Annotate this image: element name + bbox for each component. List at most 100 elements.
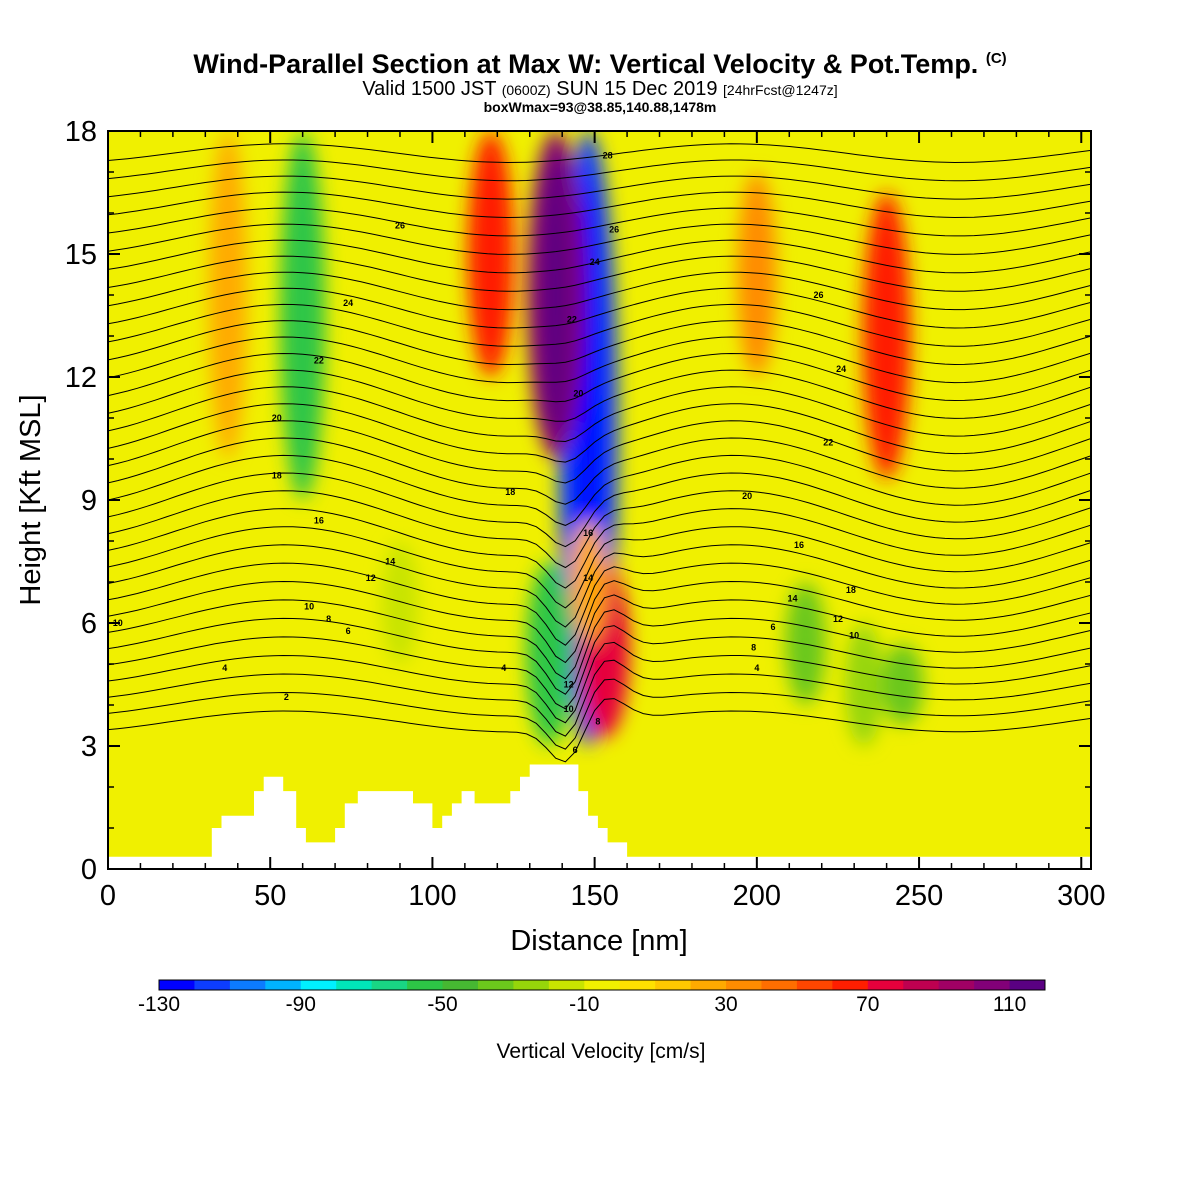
contour-label-4: 8 <box>326 614 331 624</box>
colorbar-swatch-10 <box>513 980 550 990</box>
x-tick-label-4: 200 <box>733 880 781 912</box>
colorbar-swatch-16 <box>726 980 762 990</box>
colorbar-swatch-1 <box>194 980 231 990</box>
chart-title: Wind-Parallel Section at Max W: Vertical… <box>0 44 1200 79</box>
contour-label-29: 14 <box>788 593 798 603</box>
colorbar-swatch-17 <box>761 980 798 990</box>
contour-label-11: 22 <box>314 356 324 366</box>
box-wmax-info: boxWmax=93@38.85,140.88,1478m <box>483 99 717 115</box>
valid-date: SUN 15 Dec 2019 <box>556 78 718 100</box>
y-tick-label-6: 18 <box>65 116 97 148</box>
colorbar-swatch-5 <box>336 980 373 990</box>
chart-title-tag: (C) <box>985 50 1007 67</box>
contour-label-27: 20 <box>742 491 752 501</box>
contour-label-32: 4 <box>754 663 759 673</box>
valid-time-utc: (0600Z) <box>501 82 551 98</box>
contour-label-20: 14 <box>583 573 593 583</box>
colorbar-swatch-4 <box>300 980 337 990</box>
contour-label-7: 14 <box>385 557 395 567</box>
colorbar-swatch-21 <box>903 980 940 990</box>
contour-label-13: 26 <box>395 220 405 230</box>
contour-label-2: 2 <box>284 692 289 702</box>
theta-contour-25 <box>108 271 1091 311</box>
y-tick-label-4: 12 <box>65 362 97 394</box>
theta-contour-6 <box>108 594 1091 680</box>
y-tick-label-2: 6 <box>81 608 97 640</box>
colorbar-tick-label-1: -90 <box>286 993 316 1016</box>
theta-contour-11 <box>108 508 1091 589</box>
colorbar-frame <box>158 979 1046 991</box>
colorbar-label: Vertical Velocity [cm/s] <box>497 1040 706 1063</box>
contour-label-35: 18 <box>846 585 856 595</box>
theta-contour-10 <box>108 526 1091 609</box>
x-tick-label-2: 100 <box>408 880 456 912</box>
contour-label-33: 12 <box>833 614 843 624</box>
contour-label-34: 10 <box>849 630 859 640</box>
w-feature-5 <box>862 192 911 480</box>
theta-contour-26 <box>108 255 1091 292</box>
contour-label-3: 10 <box>304 602 314 612</box>
contour-label-12: 24 <box>343 298 353 308</box>
forecast-info: [24hrFcst@1247z] <box>723 82 838 98</box>
theta-contour-15 <box>108 437 1091 505</box>
colorbar-swatch-6 <box>371 980 408 990</box>
x-tick-label-5: 250 <box>895 880 943 912</box>
theta-contour-13 <box>108 472 1091 548</box>
theta-contour-30 <box>108 191 1091 219</box>
theta-contour-18 <box>108 386 1091 443</box>
colorbar-tick-label-5: 70 <box>856 993 879 1016</box>
colorbar-tick-label-2: -50 <box>427 993 457 1016</box>
colorbar-swatch-18 <box>796 980 833 990</box>
colorbar-swatch-20 <box>867 980 904 990</box>
y-tick-label-3: 9 <box>81 485 97 517</box>
contour-label-15: 4 <box>501 663 506 673</box>
contour-label-17: 10 <box>564 704 574 714</box>
colorbar-swatch-3 <box>265 980 302 990</box>
contour-label-31: 6 <box>771 622 776 632</box>
theta-contour-17 <box>108 403 1091 463</box>
colorbar-swatch-19 <box>832 980 869 990</box>
theta-contour-2 <box>108 659 1091 737</box>
theta-contour-24 <box>108 287 1091 329</box>
theta-contour-27 <box>108 239 1091 274</box>
colorbar-swatch-24 <box>1009 980 1046 990</box>
theta-contour-29 <box>108 207 1091 237</box>
colorbar-swatch-0 <box>159 980 195 990</box>
theta-contour-23 <box>108 303 1091 347</box>
w-feature-core-1 <box>542 155 569 435</box>
theta-contour-5 <box>108 609 1091 695</box>
chart-title-text: Wind-Parallel Section at Max W: Vertical… <box>193 49 979 79</box>
potential-temperature-contours <box>108 143 1091 763</box>
colorbar-tick-label-0: -130 <box>138 993 180 1016</box>
y-tick-label-5: 15 <box>65 239 97 271</box>
colorbar-swatch-8 <box>442 980 479 990</box>
contour-label-25: 26 <box>609 224 619 234</box>
vertical-velocity-field <box>209 131 924 746</box>
w-feature-7 <box>737 172 777 377</box>
valid-time: Valid 1500 JST <box>362 78 497 100</box>
theta-contour-9 <box>108 544 1091 628</box>
contour-label-18: 12 <box>564 680 574 690</box>
colorbar-swatch-2 <box>229 980 266 990</box>
x-axis: 0 50 100 150 200 250 300 <box>100 131 1105 912</box>
contour-label-5: 6 <box>346 626 351 636</box>
contour-labels: 10 4 2 10 8 6 12 14 16 18 20 22 24 26 18 4 6 10 12 16 14 8 20 2… <box>113 151 859 755</box>
colorbar-swatch-7 <box>407 980 444 990</box>
theta-contour-12 <box>108 490 1091 569</box>
x-tick-label-6: 300 <box>1057 880 1105 912</box>
w-feature-9 <box>844 623 883 746</box>
colorbar-swatch-11 <box>548 980 585 990</box>
theta-contour-20 <box>108 352 1091 403</box>
w-feature-10 <box>882 643 924 726</box>
w-feature-3 <box>526 561 573 746</box>
theta-contour-7 <box>108 580 1091 664</box>
colorbar-swatch-23 <box>974 980 1011 990</box>
w-feature-11 <box>381 541 419 664</box>
contour-label-14: 18 <box>505 487 515 497</box>
contour-label-30: 8 <box>751 643 756 653</box>
theta-contour-31 <box>108 175 1091 200</box>
theta-contour-1 <box>108 678 1091 750</box>
x-axis-label: Distance [nm] <box>510 925 687 957</box>
colorbar-swatch-22 <box>938 980 975 990</box>
contour-label-37: 24 <box>836 364 846 374</box>
